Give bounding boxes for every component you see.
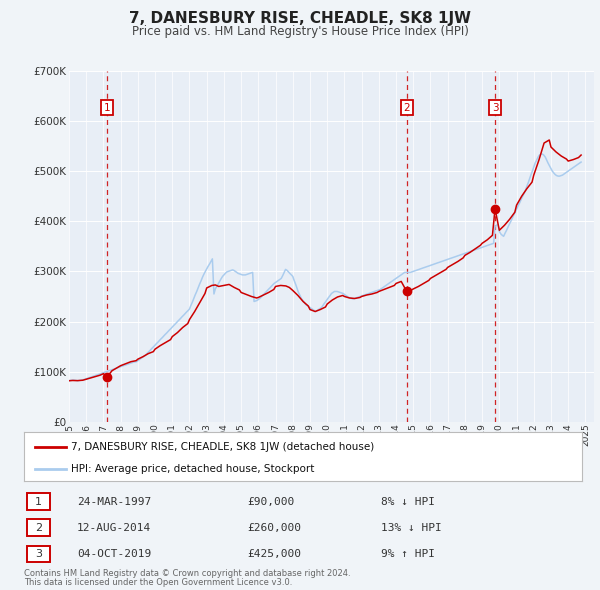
FancyBboxPatch shape (28, 546, 50, 562)
Text: £90,000: £90,000 (247, 497, 295, 507)
FancyBboxPatch shape (28, 493, 50, 510)
Text: Price paid vs. HM Land Registry's House Price Index (HPI): Price paid vs. HM Land Registry's House … (131, 25, 469, 38)
Text: 8% ↓ HPI: 8% ↓ HPI (381, 497, 435, 507)
Text: 1: 1 (35, 497, 42, 507)
Text: 13% ↓ HPI: 13% ↓ HPI (381, 523, 442, 533)
Text: 9% ↑ HPI: 9% ↑ HPI (381, 549, 435, 559)
Text: 1: 1 (104, 103, 110, 113)
Text: This data is licensed under the Open Government Licence v3.0.: This data is licensed under the Open Gov… (24, 578, 292, 587)
Text: 04-OCT-2019: 04-OCT-2019 (77, 549, 151, 559)
Text: HPI: Average price, detached house, Stockport: HPI: Average price, detached house, Stoc… (71, 464, 315, 474)
Text: 3: 3 (492, 103, 499, 113)
Text: £260,000: £260,000 (247, 523, 301, 533)
Text: £425,000: £425,000 (247, 549, 301, 559)
Text: Contains HM Land Registry data © Crown copyright and database right 2024.: Contains HM Land Registry data © Crown c… (24, 569, 350, 578)
Text: 7, DANESBURY RISE, CHEADLE, SK8 1JW: 7, DANESBURY RISE, CHEADLE, SK8 1JW (129, 11, 471, 25)
Text: 7, DANESBURY RISE, CHEADLE, SK8 1JW (detached house): 7, DANESBURY RISE, CHEADLE, SK8 1JW (det… (71, 442, 374, 452)
Text: 3: 3 (35, 549, 42, 559)
Text: 2: 2 (403, 103, 410, 113)
Text: 2: 2 (35, 523, 42, 533)
FancyBboxPatch shape (28, 520, 50, 536)
Text: 12-AUG-2014: 12-AUG-2014 (77, 523, 151, 533)
Text: 24-MAR-1997: 24-MAR-1997 (77, 497, 151, 507)
